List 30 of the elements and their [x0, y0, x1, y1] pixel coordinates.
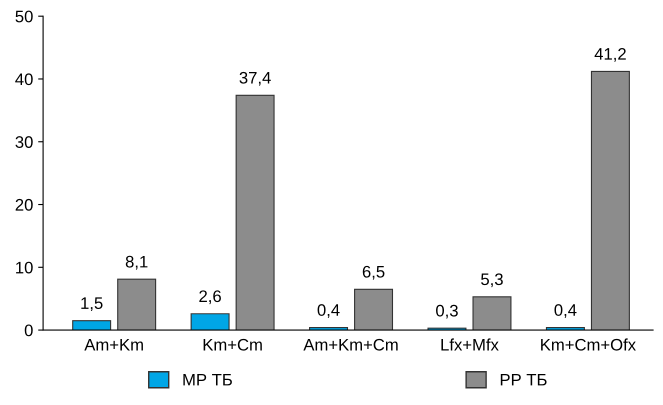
legend-label: РР ТБ	[500, 374, 547, 386]
data-label: 0,3	[436, 304, 458, 319]
y-tick-label: 30	[15, 136, 33, 148]
data-label: 0,4	[554, 304, 577, 318]
y-tick-label: 0	[24, 324, 33, 336]
bar	[117, 278, 156, 330]
bar	[354, 288, 394, 330]
data-label: 37,4	[240, 72, 271, 86]
data-label: 8,1	[126, 256, 148, 270]
y-tick-label: 20	[16, 198, 33, 211]
data-label: 6,5	[362, 266, 384, 280]
bar	[590, 70, 630, 330]
data-label: 5,3	[481, 273, 503, 288]
x-tick-label: Km+Cm	[204, 338, 262, 351]
y-tick-label: 10	[16, 262, 33, 274]
y-tick-label: 40	[15, 73, 33, 86]
bar	[72, 320, 112, 330]
data-label: 41,2	[594, 48, 626, 62]
x-tick-label: Km+Cm+Ofx	[541, 338, 636, 351]
legend-label: МР ТБ	[183, 374, 232, 386]
x-tick-label: Lfx+Mfx	[441, 338, 499, 350]
x-tick-label: Am+Km+Cm	[303, 338, 398, 351]
x-tick-label: Am+Km	[84, 339, 143, 350]
y-tick-label: 50	[16, 10, 33, 22]
bar	[472, 296, 512, 330]
data-label: 0,4	[318, 304, 340, 318]
data-label: 2,6	[199, 290, 221, 304]
bar	[236, 94, 275, 330]
data-label: 1,5	[81, 297, 103, 311]
bar	[190, 313, 230, 330]
